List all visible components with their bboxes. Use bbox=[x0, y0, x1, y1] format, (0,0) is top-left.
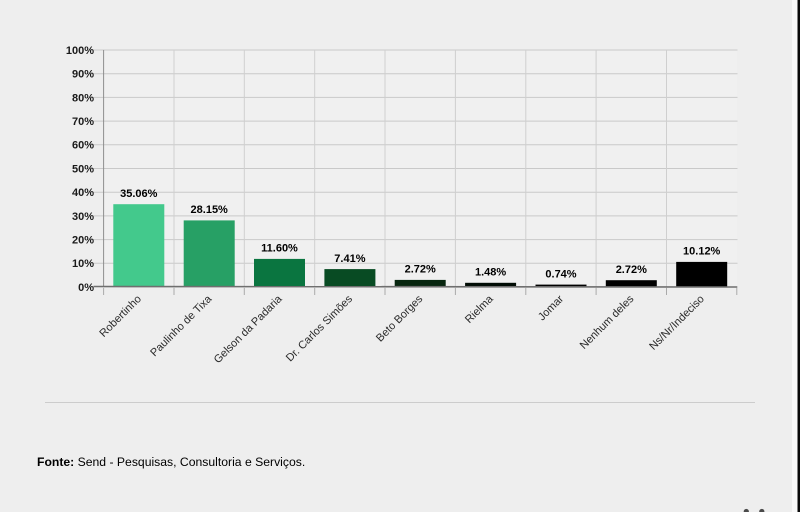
svg-text:0.74%: 0.74% bbox=[545, 268, 576, 280]
svg-text:11.60%: 11.60% bbox=[261, 243, 298, 255]
svg-text:2.72%: 2.72% bbox=[616, 264, 647, 276]
svg-text:40%: 40% bbox=[72, 187, 94, 199]
svg-text:Fonte: Send - Pesquisas, Consu: Fonte: Send - Pesquisas, Consultoria e S… bbox=[37, 455, 305, 469]
svg-text:7.41%: 7.41% bbox=[334, 253, 365, 265]
svg-text:2.72%: 2.72% bbox=[405, 264, 436, 276]
svg-text:1.48%: 1.48% bbox=[475, 267, 506, 279]
svg-text:28.15%: 28.15% bbox=[191, 204, 229, 216]
svg-text:10.12%: 10.12% bbox=[683, 246, 721, 258]
svg-text:70%: 70% bbox=[72, 116, 94, 128]
svg-text:20%: 20% bbox=[72, 235, 94, 247]
svg-text:30%: 30% bbox=[72, 211, 94, 223]
svg-text:100%: 100% bbox=[66, 45, 94, 57]
svg-text:80%: 80% bbox=[72, 92, 94, 104]
svg-text:0%: 0% bbox=[78, 282, 94, 294]
svg-text:50%: 50% bbox=[72, 163, 94, 175]
svg-text:35.06%: 35.06% bbox=[120, 188, 158, 200]
svg-text:10%: 10% bbox=[72, 258, 94, 270]
svg-text:60%: 60% bbox=[72, 140, 94, 152]
svg-text:90%: 90% bbox=[72, 69, 94, 81]
